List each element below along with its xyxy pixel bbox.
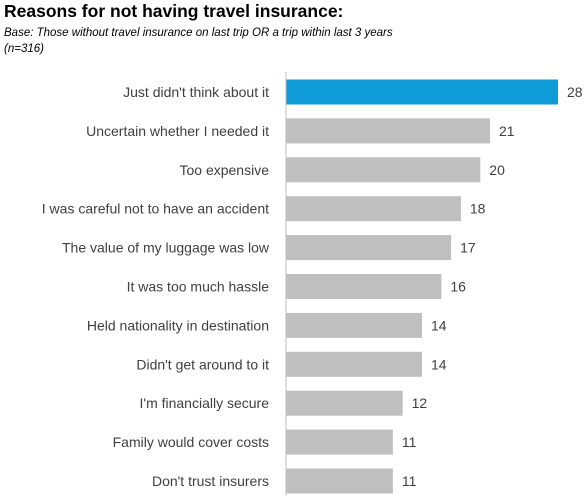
value-label: 11 (402, 434, 417, 450)
bar (286, 157, 481, 183)
bar (286, 79, 558, 105)
bar (286, 429, 393, 455)
value-label: 14 (431, 317, 447, 333)
chart-title: Reasons for not having travel insurance: (4, 1, 344, 21)
value-label: 17 (460, 240, 476, 256)
value-label: 12 (412, 395, 428, 411)
category-label: It was too much hassle (127, 279, 270, 295)
bar (286, 196, 461, 222)
value-label: 18 (470, 201, 486, 217)
chart-subtitle: Base: Those without travel insurance on … (4, 27, 393, 55)
bar (286, 235, 452, 261)
category-label: Don't trust insurers (152, 473, 269, 489)
category-label: I'm financially secure (140, 395, 270, 411)
category-label: Family would cover costs (113, 434, 269, 450)
bar (286, 351, 422, 377)
bar (286, 312, 422, 338)
bar (286, 390, 403, 416)
value-label: 11 (402, 473, 417, 489)
value-label: 16 (450, 279, 466, 295)
category-label: Uncertain whether I needed it (86, 123, 269, 139)
value-label: 14 (431, 356, 447, 372)
category-label: I was careful not to have an accident (42, 201, 269, 217)
category-label: Too expensive (179, 162, 269, 178)
bar (286, 468, 393, 494)
value-label: 20 (489, 162, 505, 178)
value-label: 21 (499, 123, 515, 139)
category-label: Just didn't think about it (123, 84, 269, 100)
bars-layer: Just didn't think about it 28 Uncertain wh… (42, 79, 583, 494)
category-label: The value of my luggage was low (62, 240, 270, 256)
category-label: Didn't get around to it (136, 356, 269, 372)
bar (286, 274, 442, 299)
category-label: Held nationality in destination (87, 317, 269, 333)
bar (286, 118, 490, 144)
value-label: 28 (567, 84, 583, 100)
